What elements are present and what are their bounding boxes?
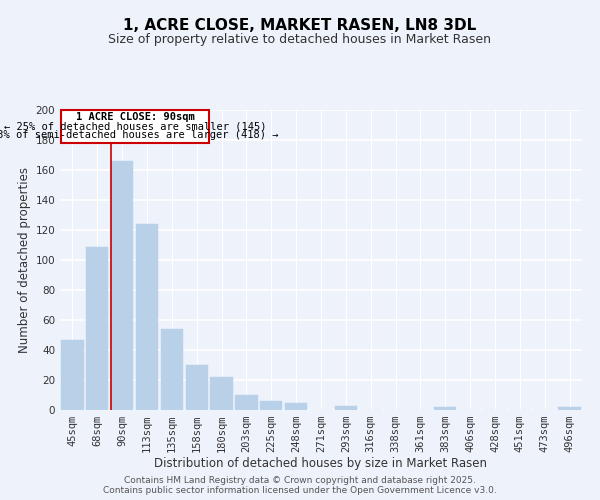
Bar bbox=[61, 340, 83, 410]
Text: Contains public sector information licensed under the Open Government Licence v3: Contains public sector information licen… bbox=[103, 486, 497, 495]
Bar bbox=[211, 377, 233, 410]
Text: Contains HM Land Registry data © Crown copyright and database right 2025.: Contains HM Land Registry data © Crown c… bbox=[124, 476, 476, 485]
Bar bbox=[161, 329, 183, 410]
Bar bbox=[285, 402, 307, 410]
Bar bbox=[434, 407, 457, 410]
Bar bbox=[185, 365, 208, 410]
Bar bbox=[61, 110, 209, 143]
Text: 73% of semi-detached houses are larger (418) →: 73% of semi-detached houses are larger (… bbox=[0, 130, 279, 140]
Text: ← 25% of detached houses are smaller (145): ← 25% of detached houses are smaller (14… bbox=[4, 121, 266, 131]
X-axis label: Distribution of detached houses by size in Market Rasen: Distribution of detached houses by size … bbox=[155, 456, 487, 469]
Bar bbox=[559, 407, 581, 410]
Text: 1, ACRE CLOSE, MARKET RASEN, LN8 3DL: 1, ACRE CLOSE, MARKET RASEN, LN8 3DL bbox=[124, 18, 476, 32]
Bar bbox=[335, 406, 357, 410]
Bar bbox=[136, 224, 158, 410]
Bar bbox=[235, 395, 257, 410]
Bar bbox=[86, 246, 109, 410]
Bar bbox=[111, 161, 133, 410]
Bar bbox=[260, 401, 283, 410]
Y-axis label: Number of detached properties: Number of detached properties bbox=[18, 167, 31, 353]
Text: Size of property relative to detached houses in Market Rasen: Size of property relative to detached ho… bbox=[109, 32, 491, 46]
Text: 1 ACRE CLOSE: 90sqm: 1 ACRE CLOSE: 90sqm bbox=[76, 112, 194, 122]
